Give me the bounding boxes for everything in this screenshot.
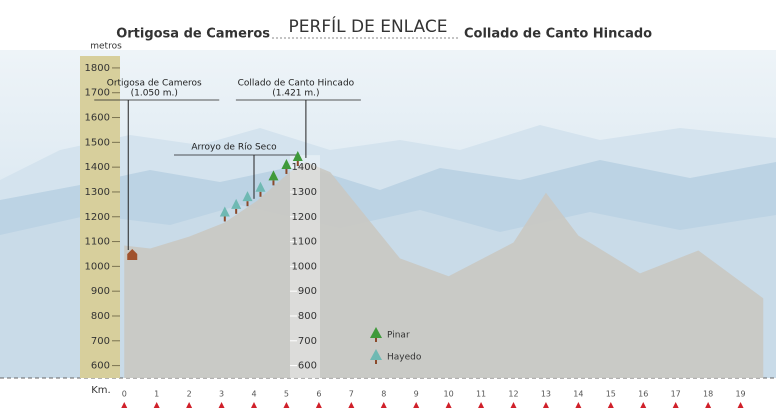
x-tick-label: 14 — [573, 390, 583, 399]
y-tick-label: 1200 — [85, 212, 110, 223]
annotation-text: Ortigosa de Cameros — [107, 79, 202, 89]
tree-trunk — [285, 168, 288, 174]
x-tick-label: 8 — [381, 390, 386, 399]
x-tick — [218, 402, 225, 408]
x-tick — [315, 402, 322, 408]
x-tick — [413, 402, 420, 408]
x-tick — [640, 402, 647, 408]
x-tick-label: 18 — [703, 390, 713, 399]
x-tick-label: 17 — [671, 390, 681, 399]
header-right: Collado de Canto Hincado — [464, 27, 652, 42]
x-axis-label: Km. — [91, 385, 110, 396]
tree-trunk — [246, 201, 249, 207]
legend-label: Pinar — [387, 331, 410, 341]
x-tick — [575, 402, 582, 408]
x-tick-label: 4 — [251, 390, 256, 399]
tree-crown — [281, 158, 292, 169]
x-tick — [283, 402, 290, 408]
profile-tick-label: 1400 — [292, 162, 317, 173]
y-tick-label: 1300 — [85, 187, 110, 198]
y-tick-label: 700 — [91, 336, 110, 347]
y-tick-label: 1000 — [85, 261, 110, 272]
x-tick — [153, 402, 160, 408]
x-tick — [607, 402, 614, 408]
y-tick-label: 800 — [91, 311, 110, 322]
annotation-value: (1.421 m.) — [272, 89, 319, 99]
x-tick-label: 3 — [219, 390, 224, 399]
legend-label: Hayedo — [387, 353, 422, 363]
y-tick-label: 1500 — [85, 137, 110, 148]
tree-trunk — [259, 191, 262, 197]
x-tick-label: 13 — [541, 390, 551, 399]
tree-trunk — [296, 161, 299, 167]
house-icon — [127, 248, 138, 260]
x-tick — [445, 402, 452, 408]
x-tick-label: 1 — [154, 390, 159, 399]
x-tick-label: 11 — [476, 390, 486, 399]
annotation-text: Collado de Canto Hincado — [238, 79, 355, 89]
y-tick-label: 900 — [91, 286, 110, 297]
x-tick-label: 9 — [414, 390, 419, 399]
tree-crown — [242, 191, 253, 202]
legend-trunk — [375, 359, 377, 364]
x-tick-label: 19 — [735, 390, 745, 399]
tree-crown — [219, 206, 230, 217]
tree-trunk — [235, 208, 238, 214]
profile-tick-label: 1000 — [292, 261, 317, 272]
y-tick-label: 1800 — [85, 63, 110, 74]
x-tick — [348, 402, 355, 408]
x-tick-label: 12 — [508, 390, 518, 399]
profile-tick-label: 800 — [298, 311, 317, 322]
profile-tick-label: 900 — [298, 286, 317, 297]
y-tick-label: 1100 — [85, 237, 110, 248]
tree-trunk — [223, 216, 226, 222]
x-tick — [186, 402, 193, 408]
profile-tick-label: 700 — [298, 336, 317, 347]
tree-crown — [231, 198, 242, 209]
tree-trunk — [272, 180, 275, 186]
legend-swatch — [370, 349, 382, 360]
tree-crown — [292, 151, 303, 162]
y-tick-label: 1400 — [85, 162, 110, 173]
tree-crown — [268, 170, 279, 181]
x-tick-label: 5 — [284, 390, 289, 399]
y-tick-label: 1600 — [85, 113, 110, 124]
x-tick — [510, 402, 517, 408]
y-tick-label: 1700 — [85, 88, 110, 99]
annotation-text: Arroyo de Río Seco — [191, 143, 277, 153]
x-tick — [542, 402, 549, 408]
legend-trunk — [375, 337, 377, 342]
chart-title: PERFÍL DE ENLACE — [289, 15, 448, 37]
profile-tick-label: 600 — [298, 361, 317, 372]
footer-band — [0, 378, 776, 417]
legend-swatch — [370, 327, 382, 338]
tree-crown — [255, 181, 266, 192]
x-tick-label: 7 — [349, 390, 354, 399]
x-tick-label: 15 — [606, 390, 616, 399]
x-tick-label: 2 — [187, 390, 192, 399]
x-tick — [737, 402, 744, 408]
profile-tick-label: 1300 — [292, 187, 317, 198]
y-axis-label: metros — [90, 42, 122, 52]
x-tick — [121, 402, 128, 408]
x-tick — [250, 402, 257, 408]
x-tick — [478, 402, 485, 408]
header-band — [0, 0, 776, 50]
x-tick — [672, 402, 679, 408]
y-tick-label: 600 — [91, 361, 110, 372]
profile-tick-label: 1200 — [292, 212, 317, 223]
x-tick — [380, 402, 387, 408]
x-tick-label: 6 — [316, 390, 321, 399]
x-tick-label: 0 — [122, 390, 127, 399]
profile-tick-label: 1100 — [292, 237, 317, 248]
annotation-value: (1.050 m.) — [131, 89, 178, 99]
x-tick-label: 16 — [638, 390, 648, 399]
x-tick — [705, 402, 712, 408]
elevation-profile — [124, 161, 764, 378]
header-left: Ortigosa de Cameros — [116, 27, 270, 42]
x-tick-label: 10 — [444, 390, 454, 399]
